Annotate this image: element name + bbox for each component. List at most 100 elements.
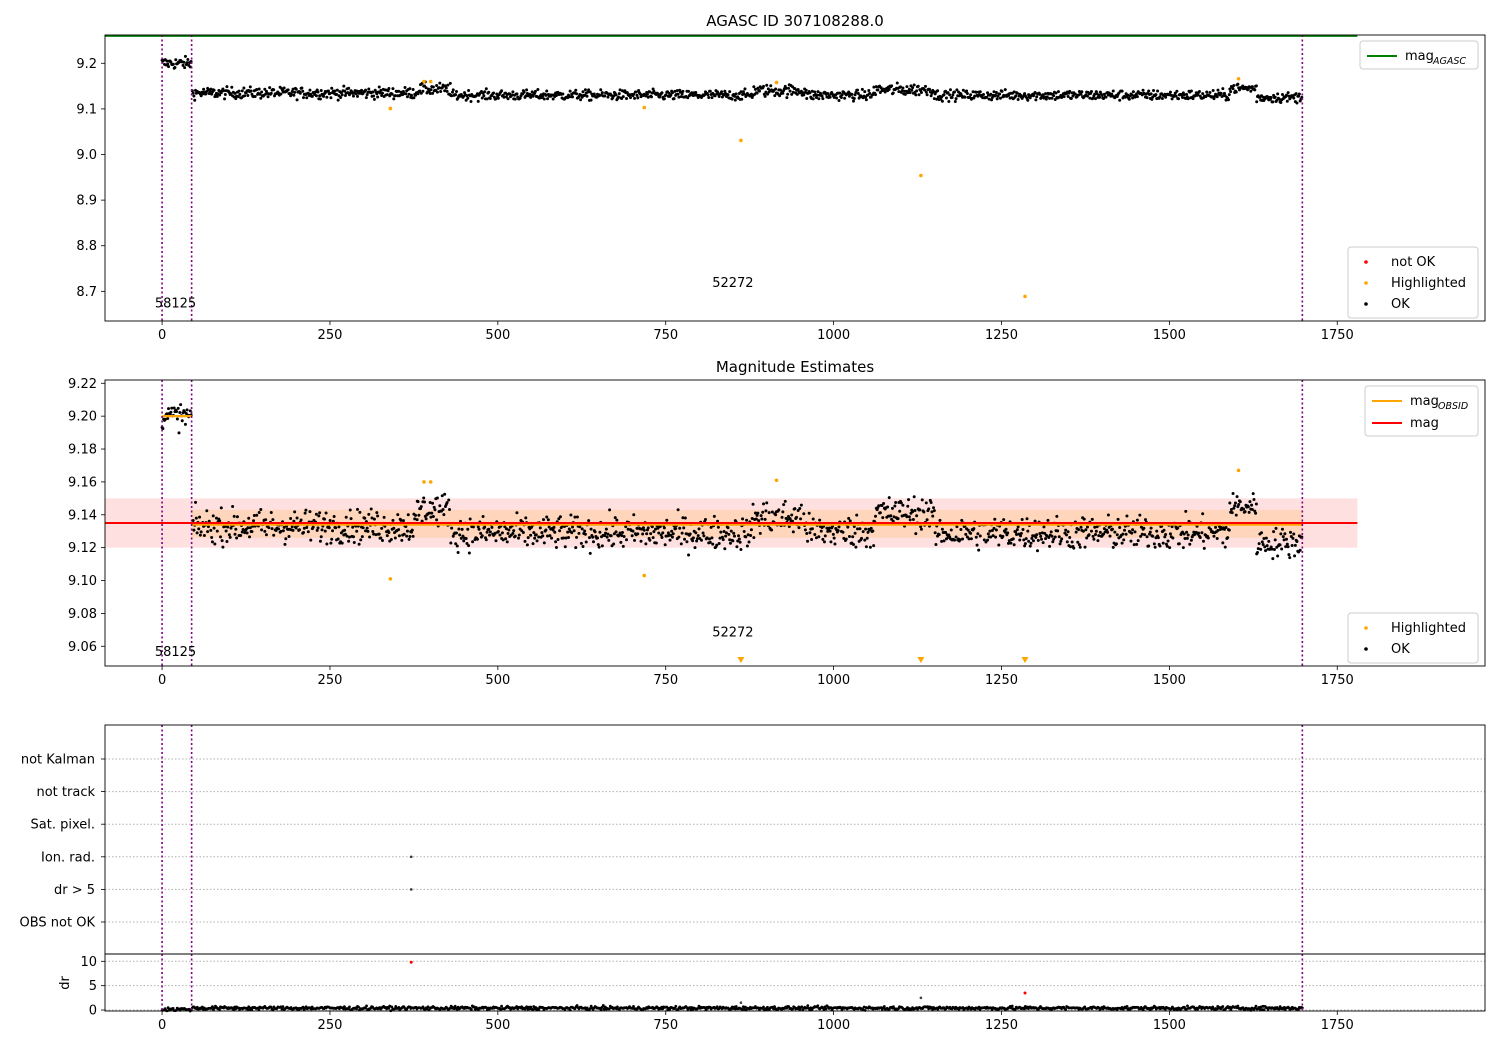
- ok-point: [521, 530, 525, 534]
- ok-point: [687, 553, 691, 557]
- ok-point: [277, 527, 281, 531]
- ok-point: [1127, 97, 1131, 101]
- ok-point: [1020, 518, 1024, 522]
- ok-point: [431, 85, 435, 89]
- ok-point: [940, 539, 944, 543]
- ok-point: [1260, 531, 1264, 535]
- ok-point: [165, 412, 169, 416]
- ok-point: [1030, 536, 1034, 540]
- ok-point: [382, 515, 386, 519]
- ok-point: [225, 85, 229, 89]
- ok-point: [901, 503, 905, 507]
- ok-point: [717, 94, 721, 98]
- highlighted-point: [739, 138, 743, 143]
- ok-point: [235, 515, 239, 519]
- ok-point: [1284, 93, 1288, 97]
- ok-point: [205, 509, 209, 513]
- x-tick-label: 250: [318, 1018, 343, 1033]
- ok-point: [457, 527, 461, 531]
- y-tick-label: 0: [89, 1004, 97, 1019]
- ok-point: [1102, 527, 1106, 531]
- ok-point: [517, 533, 521, 537]
- ok-point: [232, 514, 236, 518]
- ok-point: [1033, 91, 1037, 95]
- ok-point: [720, 90, 724, 94]
- ok-point: [1052, 537, 1056, 541]
- ok-point: [891, 91, 895, 95]
- ok-point: [1284, 545, 1288, 549]
- ok-point: [753, 511, 757, 515]
- ok-point: [1231, 87, 1235, 91]
- ok-point: [1048, 96, 1052, 100]
- ok-point: [365, 526, 369, 530]
- obsid-label: 58125: [155, 645, 196, 660]
- ok-point: [718, 536, 722, 540]
- ok-point: [1168, 546, 1172, 550]
- ok-point: [303, 511, 307, 515]
- ok-point: [990, 98, 994, 102]
- x-tick-label: 500: [485, 1018, 510, 1033]
- ok-point: [953, 100, 957, 104]
- ok-point: [269, 511, 273, 515]
- ok-point: [515, 511, 519, 515]
- x-tick-label: 1250: [985, 1018, 1018, 1033]
- ok-point: [1248, 500, 1252, 504]
- chart-title: AGASC ID 307108288.0: [706, 12, 884, 30]
- ok-point: [1034, 535, 1038, 539]
- ok-point: [1189, 89, 1193, 93]
- ok-point: [931, 514, 935, 518]
- ok-point: [172, 406, 176, 410]
- dr-point: [696, 1006, 700, 1010]
- ok-point: [762, 84, 766, 88]
- y-tick-label: 9.0: [76, 148, 97, 163]
- ok-point: [784, 86, 788, 90]
- ok-point: [607, 538, 611, 542]
- ok-point: [225, 539, 229, 543]
- ok-point: [1087, 533, 1091, 537]
- ok-point: [270, 527, 274, 531]
- ok-point: [716, 525, 720, 529]
- ok-point: [169, 410, 173, 414]
- ok-point: [412, 96, 416, 100]
- ok-point: [326, 89, 330, 93]
- ok-point: [385, 534, 389, 538]
- ok-point: [1264, 549, 1268, 553]
- ok-point: [1271, 557, 1275, 561]
- ok-point: [949, 528, 953, 532]
- ok-point: [215, 529, 219, 533]
- ok-point: [475, 537, 479, 541]
- ok-point: [591, 540, 595, 544]
- x-tick-label: 250: [318, 673, 343, 688]
- ok-point: [588, 551, 592, 555]
- ok-point: [724, 534, 728, 538]
- ok-point: [1223, 545, 1227, 549]
- legend-label: mag: [1410, 394, 1439, 409]
- ok-point: [465, 542, 469, 546]
- ok-point: [1298, 548, 1302, 552]
- ok-point: [183, 66, 187, 70]
- ok-point: [544, 93, 548, 97]
- dr-point: [500, 1004, 503, 1008]
- ok-point: [1291, 536, 1295, 540]
- ok-point: [670, 91, 674, 95]
- ok-point: [1102, 532, 1106, 536]
- dr-point: [364, 1006, 367, 1010]
- ok-point: [538, 526, 542, 530]
- flag-category-label: OBS not OK: [20, 916, 96, 931]
- ok-point: [621, 544, 625, 548]
- ok-point: [248, 85, 252, 89]
- ok-point: [969, 531, 973, 535]
- ok-point: [335, 92, 339, 96]
- ok-point: [1262, 537, 1266, 541]
- ok-point: [791, 519, 795, 523]
- y-tick-label: 9.10: [68, 574, 97, 589]
- ok-point: [738, 540, 742, 544]
- ok-point: [660, 91, 664, 95]
- ok-point: [446, 83, 450, 87]
- ok-point: [289, 517, 293, 521]
- ok-point: [226, 525, 230, 529]
- ok-point: [1221, 541, 1225, 545]
- ok-point: [349, 517, 353, 521]
- ok-point: [354, 92, 358, 96]
- ok-point: [749, 528, 753, 532]
